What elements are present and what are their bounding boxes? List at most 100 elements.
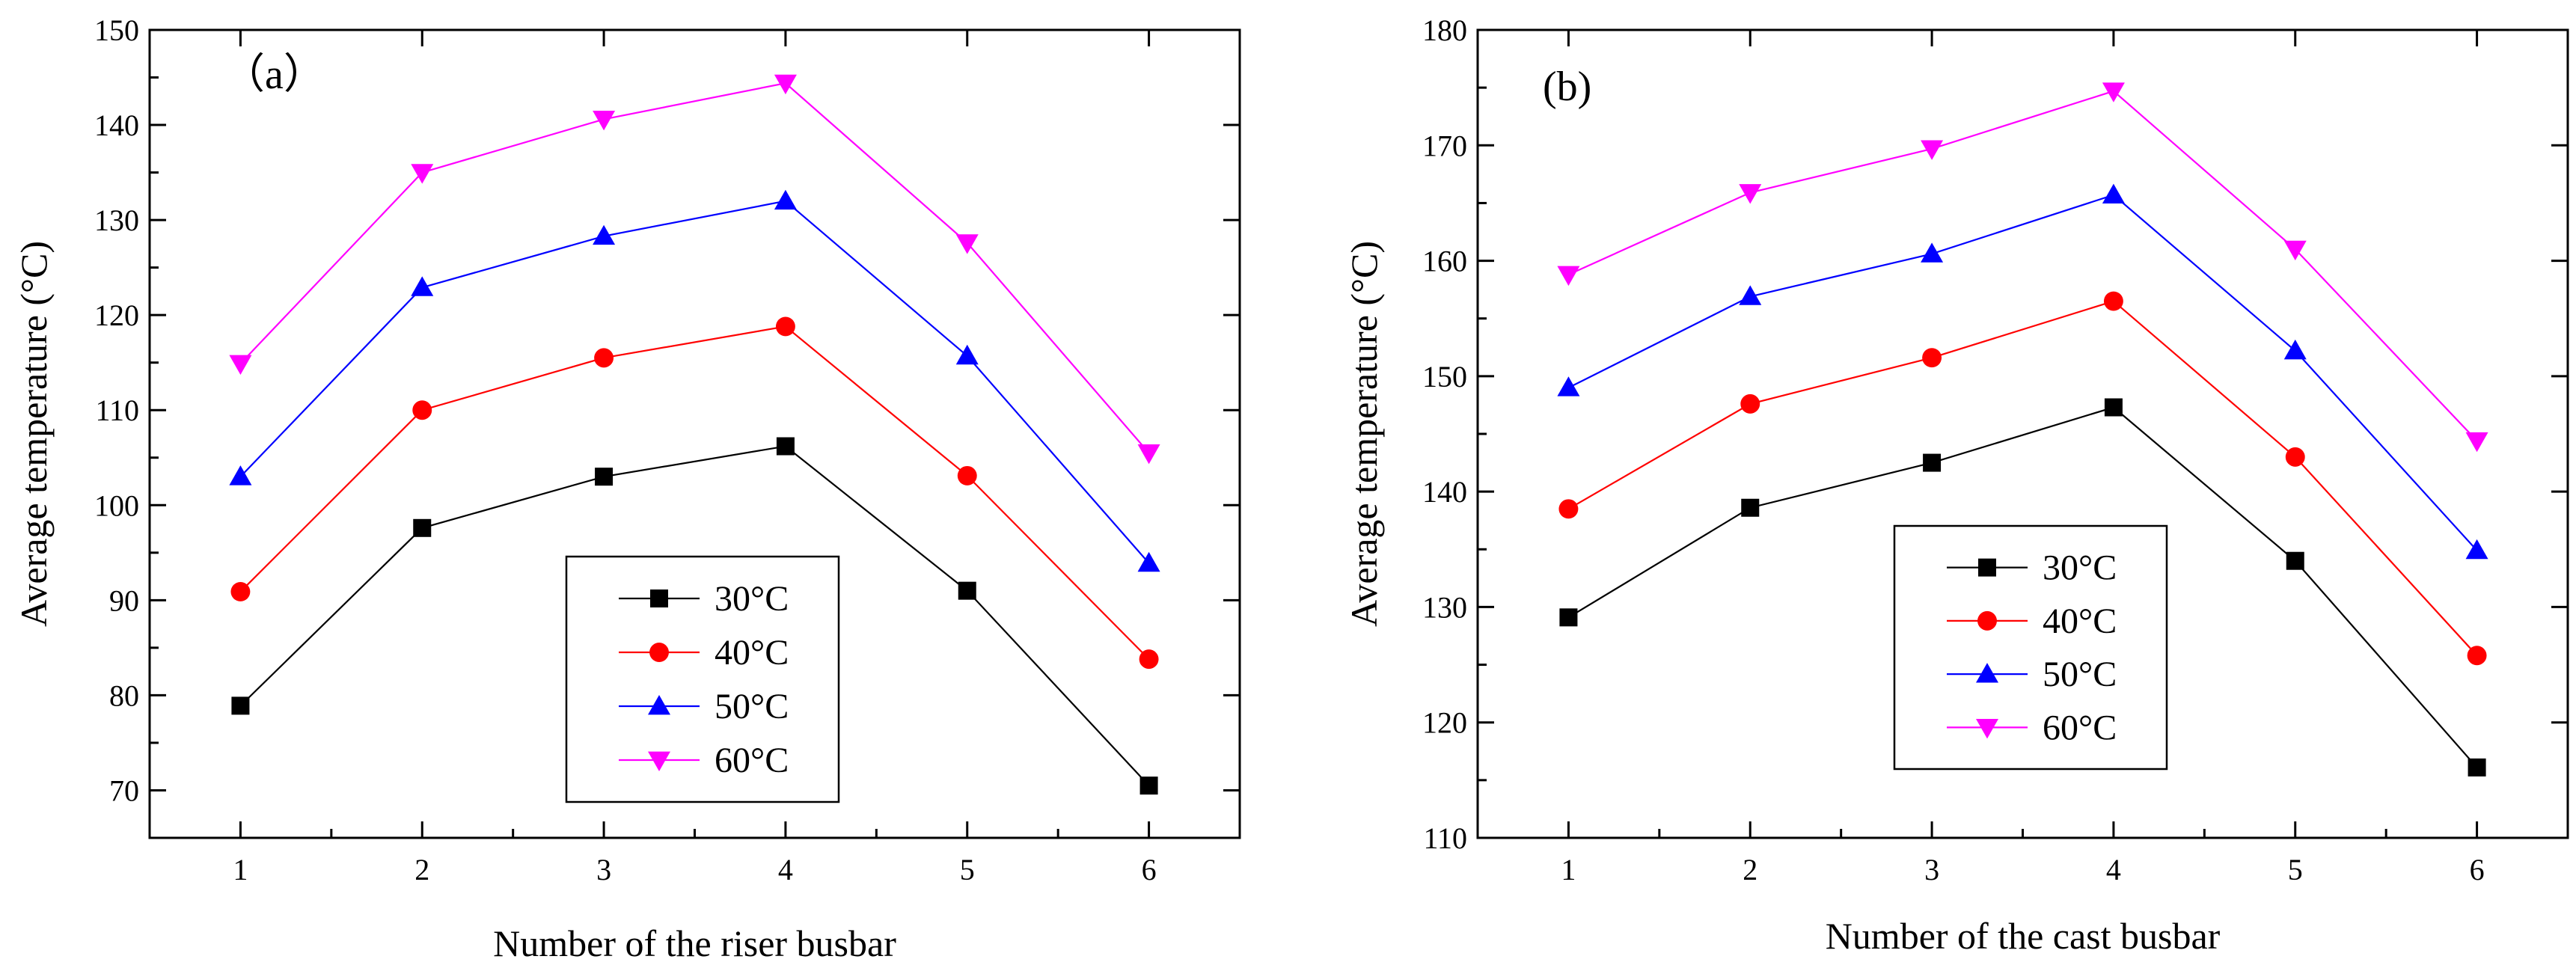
legend-label: 30°C [715,579,789,619]
x-tick-label: 4 [2106,853,2121,886]
y-tick-label: 130 [94,203,139,237]
data-point [229,465,252,486]
x-axis-title: Number of the cast busbar [1826,915,2221,957]
y-tick-label: 130 [1422,590,1467,624]
data-point [411,164,434,184]
y-tick-label: 70 [109,774,139,807]
legend-label: 60°C [2043,708,2117,747]
y-axis-title: Average temperature (°C) [13,241,55,627]
series-line [1567,406,2478,768]
legend-marker [1977,610,1997,631]
series-line [239,82,1150,454]
legend-label: 30°C [2043,548,2117,588]
y-tick-label: 120 [94,298,139,332]
legend-box [565,555,840,803]
data-point [231,696,250,715]
data-point [2465,539,2488,560]
data-point [2283,240,2307,261]
y-tick-label: 140 [1422,475,1467,509]
x-tick-label: 5 [2288,853,2303,886]
data-point [2468,758,2486,777]
legend-label: 50°C [2043,655,2117,694]
data-point [1922,348,1942,368]
data-point [2465,432,2488,453]
data-point [1557,266,1580,287]
data-point [2104,398,2123,417]
data-point [1921,140,1944,160]
y-tick-label: 100 [94,488,139,522]
panel-label: (b) [1543,64,1591,110]
x-tick-label: 3 [1924,853,1939,886]
legend-marker [649,643,669,662]
series-line [1567,90,2478,442]
legend-box [1893,524,2168,771]
data-point [1558,499,1579,519]
y-tick-label: 120 [1422,706,1467,740]
data-point [1137,551,1160,572]
data-point [2286,551,2304,570]
data-point [957,465,977,486]
y-tick-label: 140 [94,108,139,142]
data-point [1137,444,1160,465]
data-point [593,111,616,131]
data-point [593,224,616,245]
chart-a: 1 2 3 4 5 6 70 80 90 100 110 120 130 140 150 Number of … [13,13,1241,964]
data-point [1557,376,1580,396]
x-tick-label: 4 [778,853,793,886]
series-line [1567,300,2478,656]
y-tick-label: 170 [1422,129,1467,162]
series-line [239,200,1150,564]
y-axis-title: Average temperature (°C) [1343,241,1385,627]
data-point [1139,649,1159,670]
data-point [774,189,797,210]
data-point [411,276,434,296]
data-point [955,234,979,254]
y-tick-label: 80 [109,679,139,712]
data-point [2103,291,2123,311]
x-tick-label: 2 [414,853,429,886]
x-tick-label: 3 [596,853,611,886]
chart-b: 1 2 3 4 5 6 110 120 130 140 150 160 170 180 Number of … [1343,13,2569,957]
legend-label: 50°C [715,687,789,726]
series-line [1567,194,2478,551]
x-tick-label: 6 [1142,853,1157,886]
y-tick-label: 110 [1423,821,1467,855]
panel-label: （a） [223,52,325,98]
data-point [2467,646,2487,666]
legend-label: 40°C [715,633,789,673]
data-point [229,355,252,375]
x-axis-title: Number of the riser busbar [493,922,896,964]
x-tick-label: 5 [960,853,975,886]
legend-label: 60°C [715,741,789,780]
data-point [1739,285,1762,305]
data-point [1739,184,1762,204]
legend-marker [1976,718,1998,739]
data-point [1740,393,1760,414]
y-tick-label: 160 [1422,245,1467,278]
data-point [1923,453,1942,472]
y-tick-label: 150 [1422,360,1467,393]
data-point [2102,82,2125,102]
y-tick-label: 90 [109,584,139,617]
series-line [239,445,1150,786]
legend-marker [650,589,668,607]
data-point [2283,339,2307,360]
data-point [1559,608,1578,627]
legend-marker [648,751,670,771]
x-tick-label: 6 [2470,853,2485,886]
data-point [230,581,251,601]
y-tick-label: 150 [94,13,139,47]
data-point [955,344,979,365]
data-point [1741,498,1760,517]
data-point [958,581,976,600]
x-tick-label: 1 [1561,853,1576,886]
x-tick-label: 2 [1743,853,1757,886]
data-point [2102,183,2125,204]
data-point [2285,447,2305,467]
y-tick-label: 180 [1422,13,1467,47]
data-point [774,74,797,95]
x-tick-label: 1 [233,853,248,886]
legend-marker [648,695,670,715]
data-point [595,468,614,486]
